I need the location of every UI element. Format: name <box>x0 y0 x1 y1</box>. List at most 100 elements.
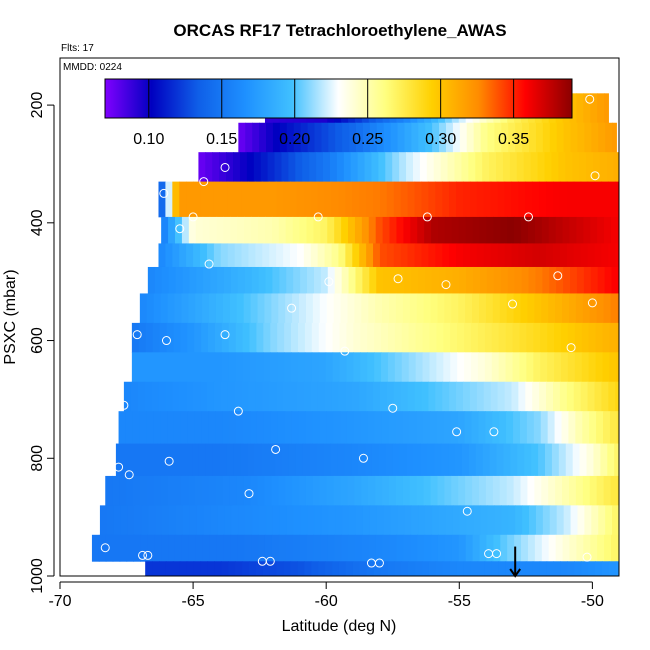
heatmap-cell <box>185 443 193 477</box>
heatmap-cell <box>337 443 345 477</box>
heatmap-cell <box>257 293 266 324</box>
heatmap-cell <box>439 505 447 536</box>
heatmap-cell <box>158 243 167 268</box>
heatmap-cell <box>576 534 584 562</box>
heatmap-cell <box>340 293 349 324</box>
heatmap-cell <box>309 443 318 477</box>
heatmap-cell <box>401 561 409 576</box>
sample-point <box>388 403 398 413</box>
heatmap-cell <box>159 561 167 576</box>
heatmap-cell <box>504 181 513 218</box>
x-axis: -70 -65 -60 -55 -50 <box>48 581 604 610</box>
heatmap-cell <box>212 443 221 477</box>
heatmap-cell <box>376 122 385 153</box>
heatmap-band <box>198 152 619 183</box>
heatmap-cell <box>386 243 395 268</box>
heatmap-cell <box>593 443 601 477</box>
heatmap-cell <box>604 266 613 294</box>
heatmap-cell <box>500 266 509 294</box>
heatmap-cell <box>224 505 233 536</box>
heatmap-cell <box>258 216 266 244</box>
heatmap-cell <box>221 322 230 353</box>
heatmap-cell <box>577 505 585 536</box>
heatmap-cell <box>518 561 527 576</box>
heatmap-cell <box>406 152 414 183</box>
heatmap-cell <box>494 505 502 536</box>
heatmap-cell <box>475 152 483 183</box>
heatmap-cell <box>555 216 564 244</box>
heatmap-cell <box>193 181 201 218</box>
heatmap-cell <box>375 293 383 324</box>
heatmap-cell <box>541 475 549 506</box>
heatmap-cell <box>433 152 442 183</box>
heatmap-cell <box>400 381 409 412</box>
heatmap-cell <box>608 381 616 412</box>
heatmap-cell <box>146 475 155 506</box>
x-tick-label: -65 <box>182 593 205 610</box>
heatmap-cell <box>449 243 457 268</box>
heatmap-cell <box>181 293 189 324</box>
heatmap-cell <box>588 561 596 576</box>
heatmap-cell <box>402 293 411 324</box>
heatmap-cell <box>153 475 162 506</box>
heatmap-cell <box>498 561 506 576</box>
heatmap-cell <box>617 293 619 324</box>
heatmap-cell <box>508 505 516 536</box>
heatmap-cell <box>326 475 335 506</box>
heatmap-cell <box>546 181 554 218</box>
heatmap-cell <box>517 443 525 477</box>
heatmap-cell <box>146 411 154 444</box>
heatmap-cell <box>286 266 294 294</box>
heatmap-cell <box>525 381 533 412</box>
heatmap-cell <box>355 266 363 294</box>
heatmap-cell <box>507 216 515 244</box>
heatmap-cell <box>307 266 315 294</box>
heatmap-cell <box>307 505 316 536</box>
heatmap-cell <box>519 352 527 383</box>
heatmap-cell <box>300 122 309 153</box>
heatmap-cell <box>298 411 307 444</box>
heatmap-cell <box>487 505 496 536</box>
heatmap-cell <box>615 181 619 218</box>
heatmap-cell <box>464 411 473 444</box>
heatmap-cell <box>311 322 320 353</box>
heatmap-cell <box>262 381 270 412</box>
heatmap-cell <box>324 181 333 218</box>
heatmap-cell <box>359 181 367 218</box>
heatmap-cell <box>590 534 598 562</box>
heatmap-cell <box>563 505 572 536</box>
heatmap-cell <box>472 534 481 562</box>
heatmap-cell <box>452 266 460 294</box>
heatmap-cell <box>442 561 451 576</box>
heatmap-cell <box>604 534 612 562</box>
heatmap-cell <box>502 152 511 183</box>
heatmap-cell <box>295 443 304 477</box>
heatmap-cell <box>426 152 435 183</box>
heatmap-cell <box>173 352 181 383</box>
heatmap-cell <box>432 122 440 153</box>
heatmap-cell <box>458 293 466 324</box>
heatmap-cell <box>539 381 547 412</box>
heatmap-cell <box>325 322 334 353</box>
heatmap-cell <box>187 411 196 444</box>
heatmap-cell <box>551 443 560 477</box>
heatmap-cell <box>551 152 559 183</box>
heatmap-cell <box>223 534 231 562</box>
heatmap-cell <box>559 181 568 218</box>
sample-point <box>441 280 451 290</box>
heatmap-cell <box>610 293 618 324</box>
heatmap-cell <box>187 322 195 353</box>
y-axis-label: PSXC (mbar) <box>2 269 19 364</box>
heatmap-cell <box>537 152 546 183</box>
heatmap-cell <box>200 181 208 218</box>
heatmap-cell <box>533 352 541 383</box>
heatmap-cell <box>567 352 576 383</box>
heatmap-cell <box>302 443 311 477</box>
heatmap-cell <box>500 534 508 562</box>
heatmap-cell <box>359 561 368 576</box>
heatmap-cell <box>165 561 174 576</box>
heatmap-cell <box>229 293 238 324</box>
heatmap-cell <box>394 561 402 576</box>
heatmap-cell <box>402 411 410 444</box>
heatmap-cell <box>236 475 245 506</box>
